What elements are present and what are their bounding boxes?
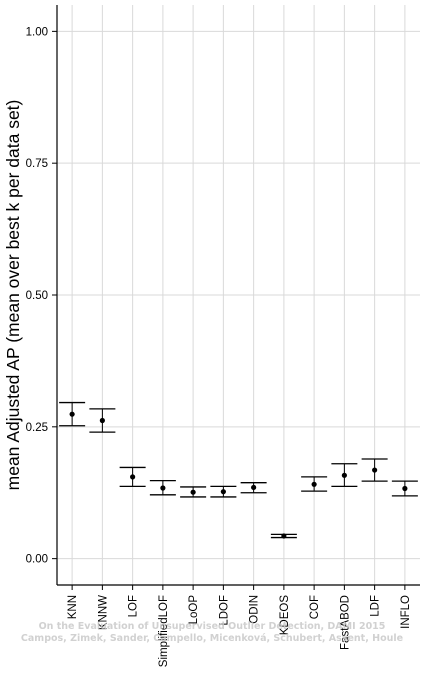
x-tick-label: SimplifiedLOF: [158, 595, 170, 667]
mean-point: [402, 485, 408, 492]
mean-point: [281, 533, 287, 539]
mean-point: [69, 411, 75, 417]
y-tick-label: 1.00: [26, 26, 48, 38]
mean-point: [130, 474, 136, 480]
x-tick-label: LOF: [128, 595, 140, 617]
x-tick-labels: KNN KNNW LOF SimplifiedLOF LoOP LDOF ODIN KDEOS…: [67, 595, 412, 668]
x-tick-label: KDEOS: [279, 595, 291, 636]
y-tick-label: 0.00: [26, 554, 48, 566]
mean-point: [341, 472, 347, 478]
mean-points: [69, 411, 408, 539]
y-tick-label: 0.25: [26, 422, 48, 434]
mean-point: [311, 481, 317, 487]
mean-point: [160, 485, 166, 491]
grid: [57, 5, 420, 585]
x-tick-label: ODIN: [249, 595, 261, 624]
mean-point: [372, 467, 378, 473]
x-tick-label: LoOP: [188, 595, 200, 625]
x-tick-label: FastABOD: [339, 595, 351, 650]
x-tick-label: KNNW: [97, 595, 109, 630]
error-bars: [59, 401, 418, 539]
axes: [52, 5, 420, 590]
watermark-line-2: Campos, Zimek, Sander, Campello, Micenko…: [20, 633, 404, 644]
mean-point: [251, 484, 257, 491]
x-tick-label: LDOF: [218, 595, 230, 626]
y-axis-label: mean Adjusted AP (mean over best k per d…: [3, 100, 23, 491]
y-tick-label: 0.75: [26, 158, 48, 170]
mean-point: [190, 489, 196, 495]
x-tick-label: COF: [309, 595, 321, 619]
x-tick-label: KNN: [67, 595, 79, 619]
x-tick-label: INFLO: [400, 595, 412, 629]
x-tick-label: LDF: [370, 595, 382, 617]
watermark-line-1: On the Evaluation of Unsupervised Outlie…: [38, 621, 386, 632]
y-tick-labels: 0.00 0.25 0.50 0.75 1.00: [26, 26, 48, 565]
y-tick-label: 0.50: [26, 290, 48, 302]
mean-point: [99, 417, 105, 424]
mean-point: [220, 489, 226, 495]
